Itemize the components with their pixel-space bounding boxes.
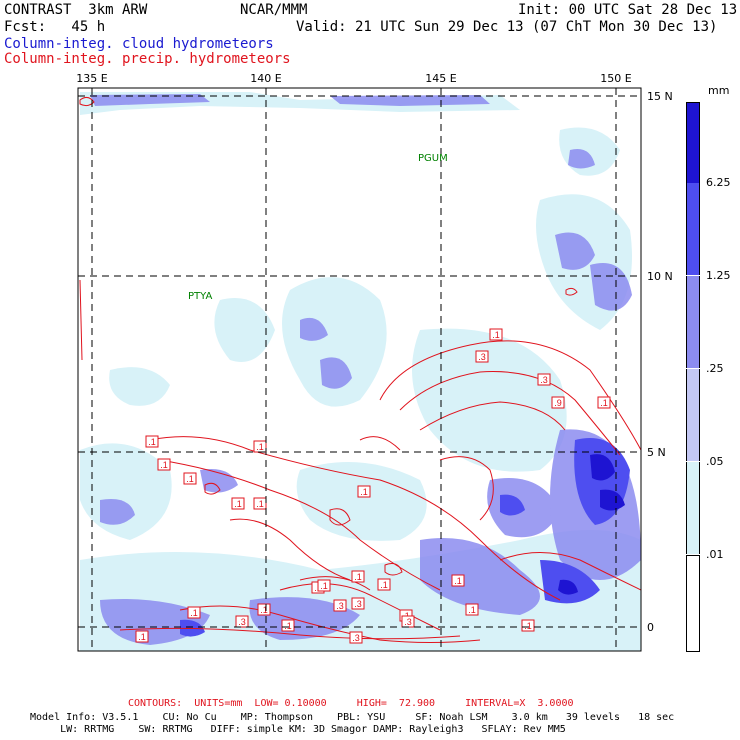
svg-text:.3: .3 bbox=[478, 352, 486, 362]
contour-label: .1 bbox=[183, 472, 197, 485]
svg-text:.1: .1 bbox=[284, 621, 292, 631]
model-info-line1: Model Info: V3.5.1 CU: No Cu MP: Thompso… bbox=[30, 712, 675, 723]
contour-label: .3 bbox=[401, 615, 415, 628]
svg-text:.1: .1 bbox=[186, 474, 194, 484]
lat-label: 0 bbox=[647, 621, 654, 634]
init-time: Init: 00 UTC Sat 28 Dec 13 bbox=[518, 2, 738, 18]
svg-text:.1: .1 bbox=[354, 572, 362, 582]
svg-text:.1: .1 bbox=[148, 437, 156, 447]
precip-contour-layer bbox=[79, 96, 641, 643]
contour-labels: .1 .3 .3 .9 .1 .1 .1 .1 .1 .1 .1 .1 .1 .… bbox=[135, 328, 611, 644]
contour-label: .3 bbox=[475, 350, 489, 363]
lat-label: 15 N bbox=[647, 90, 673, 103]
field-precip-label: Column-integ. precip. hydrometeors bbox=[4, 51, 291, 67]
svg-text:.1: .1 bbox=[454, 576, 462, 586]
svg-text:.3: .3 bbox=[354, 599, 362, 609]
colorbar-swatch bbox=[686, 183, 700, 275]
contour-label: .1 bbox=[357, 485, 371, 498]
svg-text:.9: .9 bbox=[554, 398, 562, 408]
contour-label: .1 bbox=[145, 435, 159, 448]
model-title: CONTRAST 3km ARW bbox=[4, 2, 148, 18]
model-info-line2: LW: RRTMG SW: RRTMG DIFF: simple KM: 3D … bbox=[30, 724, 566, 735]
contour-label: .1 bbox=[253, 440, 267, 453]
colorbar-unit: mm bbox=[708, 84, 730, 97]
contour-label: .1 bbox=[351, 570, 365, 583]
svg-text:.1: .1 bbox=[256, 499, 264, 509]
lon-label: 150 E bbox=[600, 72, 631, 85]
valid-time: Valid: 21 UTC Sun 29 Dec 13 (07 ChT Mon … bbox=[296, 19, 718, 35]
colorbar-swatch bbox=[686, 102, 700, 184]
colorbar-swatch bbox=[686, 276, 700, 368]
contour-label: .3 bbox=[537, 373, 551, 386]
colorbar-swatch bbox=[686, 462, 700, 554]
svg-text:.1: .1 bbox=[138, 632, 146, 642]
svg-text:.1: .1 bbox=[360, 487, 368, 497]
contour-label: .3 bbox=[349, 631, 363, 644]
svg-text:.3: .3 bbox=[540, 375, 548, 385]
contour-label: .1 bbox=[597, 396, 611, 409]
colorbar-level: 1.25 bbox=[706, 269, 731, 282]
svg-text:.1: .1 bbox=[160, 460, 168, 470]
contour-label: .9 bbox=[551, 396, 565, 409]
svg-text:.1: .1 bbox=[234, 499, 242, 509]
svg-text:.1: .1 bbox=[600, 398, 608, 408]
lat-lon-grid bbox=[78, 88, 641, 651]
svg-text:.3: .3 bbox=[238, 617, 246, 627]
contour-label: .1 bbox=[253, 497, 267, 510]
contour-label: .3 bbox=[351, 597, 365, 610]
contour-label: .1 bbox=[451, 574, 465, 587]
svg-text:.1: .1 bbox=[260, 605, 268, 615]
map-frame bbox=[77, 87, 642, 652]
contour-label: .1 bbox=[281, 619, 295, 632]
lon-label: 145 E bbox=[425, 72, 456, 85]
station-label-pgum: PGUM bbox=[418, 153, 448, 164]
contour-label: .3 bbox=[333, 599, 347, 612]
svg-text:.1: .1 bbox=[380, 580, 388, 590]
station-markers: PGUM PTYA bbox=[188, 153, 448, 302]
svg-text:.1: .1 bbox=[190, 608, 198, 618]
svg-text:.1: .1 bbox=[320, 581, 328, 591]
contour-label: .1 bbox=[257, 603, 271, 616]
svg-text:.1: .1 bbox=[524, 621, 532, 631]
field-cloud-label: Column-integ. cloud hydrometeors bbox=[4, 36, 274, 52]
svg-text:.3: .3 bbox=[336, 601, 344, 611]
contour-label: .1 bbox=[231, 497, 245, 510]
contour-label: .1 bbox=[465, 603, 479, 616]
lat-label: 5 N bbox=[647, 446, 666, 459]
organization-label: NCAR/MMM bbox=[240, 2, 308, 18]
contour-label: .1 bbox=[377, 578, 391, 591]
svg-text:.3: .3 bbox=[352, 633, 360, 643]
contour-label: .1 bbox=[157, 458, 171, 471]
colorbar-level: 6.25 bbox=[706, 176, 731, 189]
contour-label: .1 bbox=[317, 579, 331, 592]
colorbar-level: .05 bbox=[706, 455, 724, 468]
contour-label: .1 bbox=[187, 606, 201, 619]
contour-label: .1 bbox=[521, 619, 535, 632]
station-label-ptya: PTYA bbox=[188, 291, 212, 302]
lat-label: 10 N bbox=[647, 270, 673, 283]
contour-label: .1 bbox=[489, 328, 503, 341]
contour-label: .1 bbox=[135, 630, 149, 643]
lon-label: 140 E bbox=[250, 72, 281, 85]
svg-text:.1: .1 bbox=[492, 330, 500, 340]
lon-label: 135 E bbox=[76, 72, 107, 85]
svg-text:.1: .1 bbox=[468, 605, 476, 615]
svg-text:.1: .1 bbox=[256, 442, 264, 452]
colorbar-swatch bbox=[686, 555, 700, 652]
contour-info: CONTOURS: UNITS=mm LOW= 0.10000 HIGH= 72… bbox=[128, 698, 574, 709]
forecast-hour: Fcst: 45 h bbox=[4, 19, 106, 35]
contour-label: .3 bbox=[235, 615, 249, 628]
colorbar-swatch bbox=[686, 369, 700, 461]
svg-text:.3: .3 bbox=[404, 617, 412, 627]
colorbar-level: .01 bbox=[706, 548, 724, 561]
colorbar-level: .25 bbox=[706, 362, 724, 375]
